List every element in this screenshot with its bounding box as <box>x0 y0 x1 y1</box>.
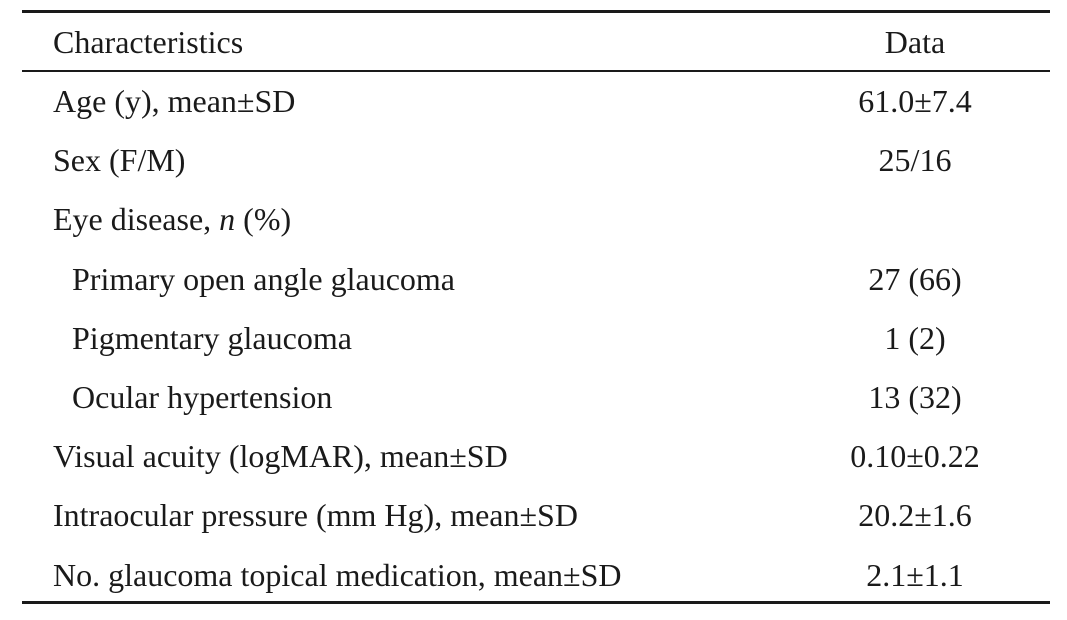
row-value: 61.0±7.4 <box>858 83 972 119</box>
label-part: n <box>219 201 236 238</box>
label-part: Eye disease, <box>53 201 220 238</box>
header-cell: Data <box>884 24 946 60</box>
top-rule <box>22 10 1050 13</box>
row-label: Visual acuity (logMAR), mean±SD <box>53 438 508 475</box>
label-part: (%) <box>235 201 292 238</box>
row-value: 27 (66) <box>868 260 962 297</box>
row-value: 0.10±0.22 <box>850 438 980 475</box>
row-value: 25/16 <box>878 142 952 179</box>
row-label: Sex (F/M) <box>53 142 186 179</box>
row-value: 2.1±1.1 <box>866 556 964 593</box>
row-label: Age (y), mean±SD <box>53 83 296 119</box>
row-value: 1 (2) <box>884 319 946 356</box>
bottom-rule <box>22 601 1050 604</box>
row-label: Intraocular pressure (mm Hg), mean±SD <box>53 497 578 534</box>
header-rule <box>22 70 1050 72</box>
header-cell: Characteristics <box>53 24 244 60</box>
row-label: Ocular hypertension <box>72 379 333 415</box>
row-label: Primary open angle glaucoma <box>72 260 455 297</box>
row-label: Pigmentary glaucoma <box>72 319 352 356</box>
row-value: 20.2±1.6 <box>858 497 972 534</box>
row-value: 13 (32) <box>868 379 962 415</box>
row-label: No. glaucoma topical medication, mean±SD <box>53 556 622 593</box>
row-label: Eye disease, n (%) <box>53 199 291 239</box>
